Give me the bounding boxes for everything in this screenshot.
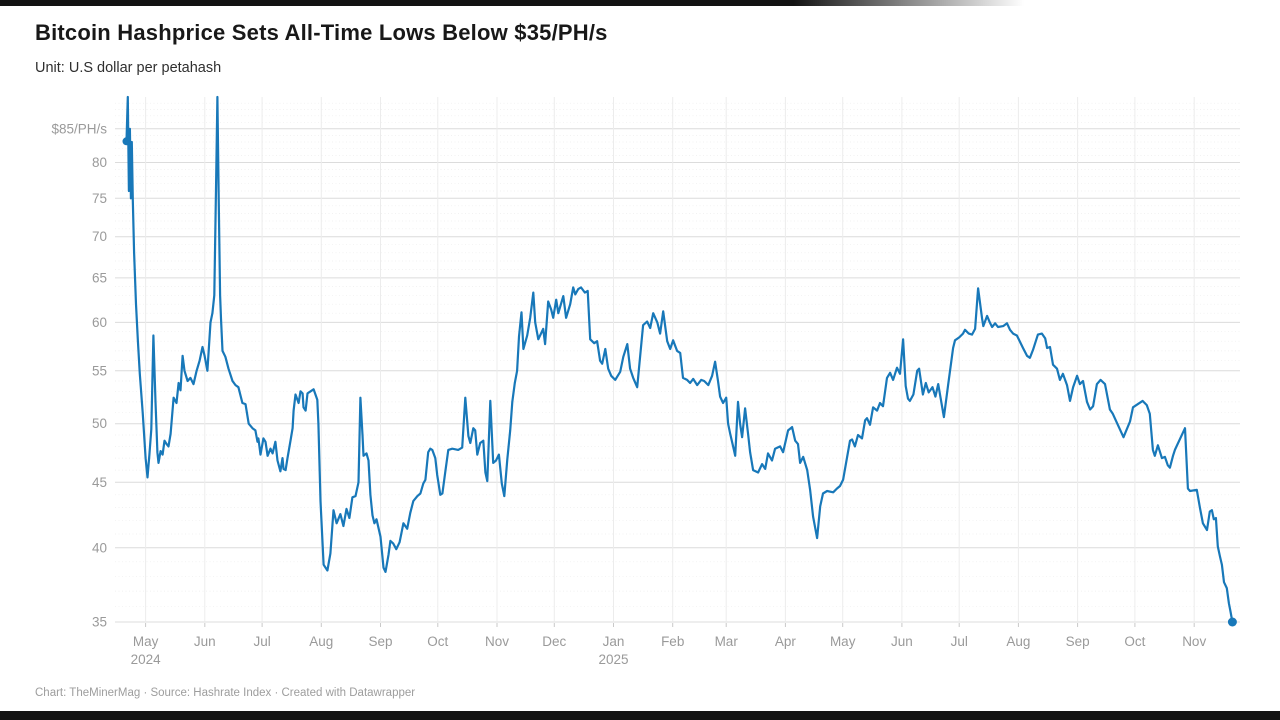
x-tick-label: Jun xyxy=(194,634,216,649)
y-tick-label: $85/PH/s xyxy=(51,121,107,136)
y-tick-label: 55 xyxy=(92,363,107,378)
y-tick-label: 40 xyxy=(92,540,107,555)
x-tick-label: Dec xyxy=(542,634,566,649)
x-tick-label: Feb xyxy=(661,634,684,649)
x-year-label: 2024 xyxy=(131,652,162,667)
x-tick-label: Oct xyxy=(1124,634,1145,649)
y-tick-label: 75 xyxy=(92,191,107,206)
y-tick-label: 35 xyxy=(92,615,107,630)
y-tick-label: 45 xyxy=(92,475,107,490)
series-start-dot xyxy=(122,137,131,146)
x-tick-label: Sep xyxy=(1066,634,1090,649)
page-title: Bitcoin Hashprice Sets All-Time Lows Bel… xyxy=(35,20,608,45)
x-tick-label: Jun xyxy=(891,634,913,649)
chart-credit: Chart: TheMinerMag · Source: Hashrate In… xyxy=(35,687,416,699)
y-tick-label: 65 xyxy=(92,270,107,285)
x-tick-label: Jul xyxy=(253,634,270,649)
x-tick-label: May xyxy=(133,634,159,649)
x-tick-label: Aug xyxy=(1006,634,1030,649)
y-tick-label: 50 xyxy=(92,416,107,431)
x-tick-label: Jan xyxy=(603,634,625,649)
x-year-label: 2025 xyxy=(598,652,628,667)
y-tick-label: 60 xyxy=(92,315,107,330)
x-tick-label: Jul xyxy=(951,634,968,649)
series-end-dot xyxy=(1227,617,1237,627)
x-tick-label: Mar xyxy=(715,634,739,649)
x-tick-label: Aug xyxy=(309,634,333,649)
y-tick-label: 80 xyxy=(92,155,107,170)
y-tick-label: 70 xyxy=(92,229,107,244)
letterbox-bar-top xyxy=(0,0,1280,6)
x-tick-label: Oct xyxy=(427,634,448,649)
x-tick-label: Nov xyxy=(485,634,509,649)
x-tick-label: May xyxy=(830,634,856,649)
x-tick-label: Sep xyxy=(368,634,392,649)
price-line xyxy=(125,95,1234,624)
letterbox-bar-bottom xyxy=(0,711,1280,720)
x-tick-label: Nov xyxy=(1182,634,1206,649)
x-tick-label: Apr xyxy=(775,634,797,649)
chart-unit-subtitle: Unit: U.S dollar per petahash xyxy=(35,60,222,76)
